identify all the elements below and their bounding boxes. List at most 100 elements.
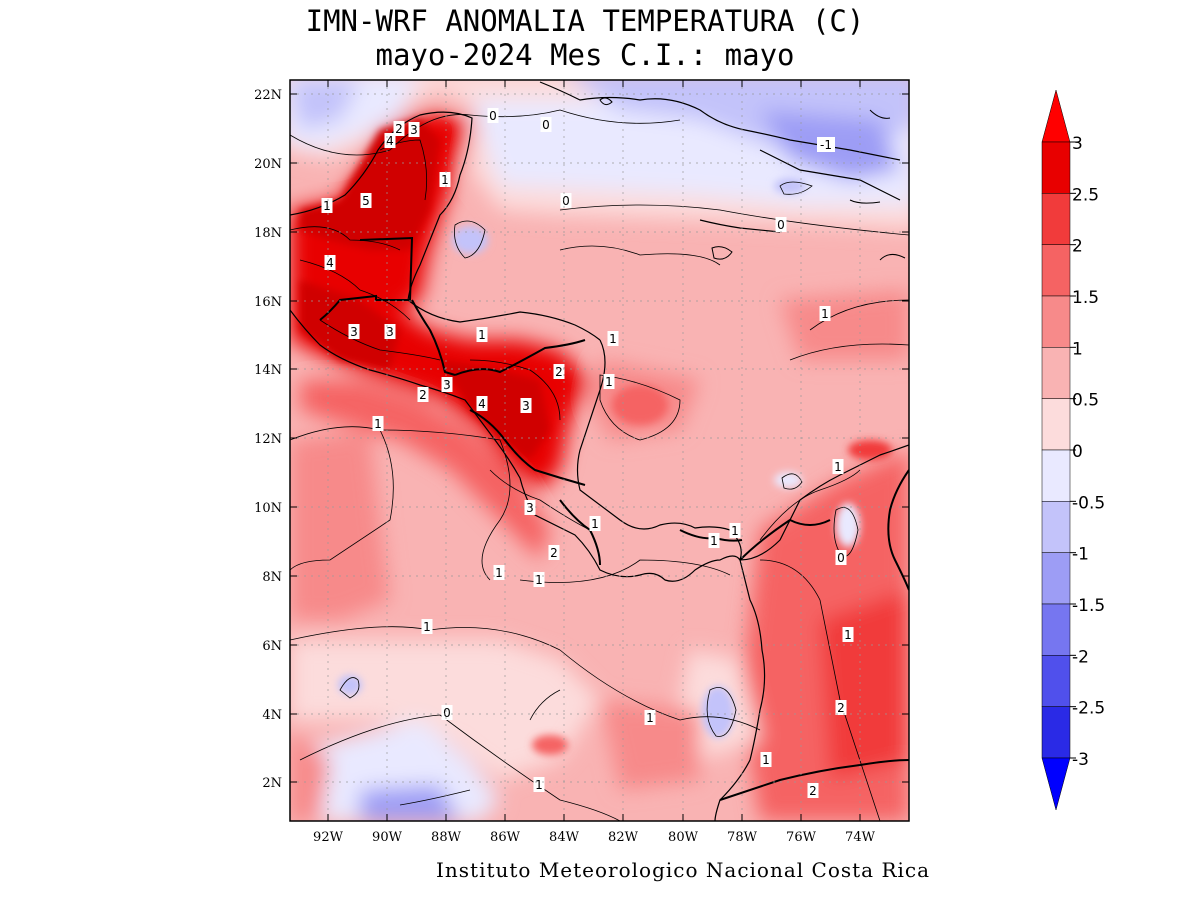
lon-tick-label: 90W [372,830,403,845]
colorbar-bottom-arrow [1041,757,1071,811]
lat-tick-label: 14N [254,363,282,378]
colorbar-segment [1041,501,1071,553]
contour-label: 1 [495,566,503,580]
colorbar-label: -0.5 [1072,493,1105,513]
contour-label-bg [421,619,433,634]
contour-label-bg [524,500,536,515]
colorbar-label: -3 [1072,750,1089,770]
lat-tick-label: 6N [262,639,282,654]
contour-label: 1 [478,328,486,342]
contour-label: 1 [605,375,613,389]
contour-label-bg [533,572,545,587]
contour-label-bg [540,117,552,132]
colorbar-label: -1 [1072,545,1089,565]
lon-tick-label: 82W [608,830,639,845]
contour-label: 2 [550,546,558,560]
contour-label: 4 [386,134,394,148]
contour-label: 1 [441,173,449,187]
contour-label-bg [476,327,488,342]
contour-label: 0 [562,194,570,208]
contour-label: 1 [535,573,543,587]
contour-label: 0 [777,218,785,232]
contour-label: 1 [762,753,770,767]
map-subtitle: mayo-2024 Mes C.I.: mayo [375,38,795,72]
credit-text: Instituto Meteorologico Nacional Costa R… [436,858,931,882]
colorbar-segment [1041,655,1071,707]
contour-label: 1 [821,307,829,321]
contour-label: 1 [323,199,331,213]
contour-label: 1 [374,417,382,431]
colorbar-segment [1041,295,1071,348]
contour-label-bg [832,459,844,474]
contour-label: 1 [844,628,852,642]
contour-label: 3 [443,378,451,392]
contour-label-bg [819,306,831,321]
colorbar-segment [1041,347,1071,399]
contour-label-bg [807,783,819,798]
contour-label-bg [348,324,360,339]
colorbar-label: 1.5 [1072,288,1099,308]
contour-label: 0 [542,118,550,132]
contour-label-bg [775,217,787,232]
contour-label-bg [384,324,396,339]
map-axes: 22N 20N 18N 16N 14N 12N 10N 8N 6N 4N 2N 92W 90W 88W 86… [254,80,909,845]
contour-lines [290,109,909,821]
contour-label-bg [321,198,333,213]
contour-label-bg [441,705,453,720]
contour-label-bg [439,172,451,187]
contour-label-bg [417,387,429,402]
colorbar-segment [1041,244,1071,297]
colorbar-label: -2 [1072,647,1089,667]
colorbar-label: 0.5 [1072,391,1099,411]
contour-label-bg [842,627,854,642]
colorbar-segment [1041,398,1071,451]
contour-label: 3 [350,325,358,339]
colorbar-segment [1041,552,1071,605]
contour-label: 0 [837,551,845,565]
contour-label-bg [817,137,835,152]
contour-label-bg [560,193,572,208]
lon-tick-label: 92W [313,830,344,845]
contour-label: 1 [710,534,718,548]
map-frame [289,79,910,822]
lat-tick-label: 16N [254,295,282,310]
contour-label: 2 [419,388,427,402]
colorbar-label: -1.5 [1072,596,1105,616]
colorbar-label: 2.5 [1072,185,1099,205]
lat-tick-label: 10N [254,501,282,516]
contour-label: 4 [478,397,486,411]
contour-label-bg [729,523,741,538]
contour-label-bg [760,752,772,767]
colorbar-label: 2 [1072,237,1083,257]
contour-label: 1 [423,620,431,634]
contour-label: 2 [395,122,403,136]
colorbar-label: 1 [1072,339,1083,359]
lon-tick-label: 84W [549,830,580,845]
contour-label-bg [607,331,619,346]
contour-label-bg [408,122,420,137]
colorbar-top-arrow [1041,89,1071,143]
contour-label-bg [708,533,720,548]
lat-tick-label: 22N [254,88,282,103]
contour-label-bg [441,377,453,392]
contour-label-bg [372,416,384,431]
contour-label-bg [589,516,601,531]
contour-label: 1 [834,460,842,474]
contour-label: 2 [809,784,817,798]
lon-tick-label: 78W [727,830,758,845]
colorbar-label: -2.5 [1072,699,1105,719]
contour-label: 0 [489,109,497,123]
contour-label-bg [324,255,336,270]
lon-tick-label: 88W [431,830,462,845]
colorbar-legend: 3 2.5 2 1.5 1 0.5 0 -0.5 -1 -1.5 -2 -2.5 -3 [1041,89,1105,811]
contour-label-bg [835,700,847,715]
contour-label-bg [493,565,505,580]
contour-label: 5 [362,194,370,208]
lat-tick-label: 4N [262,708,282,723]
contour-label-bg [553,364,565,379]
contour-label: 2 [555,365,563,379]
contour-label-bg [548,545,560,560]
contour-label: 0 [443,706,451,720]
contour-label: 1 [646,711,654,725]
